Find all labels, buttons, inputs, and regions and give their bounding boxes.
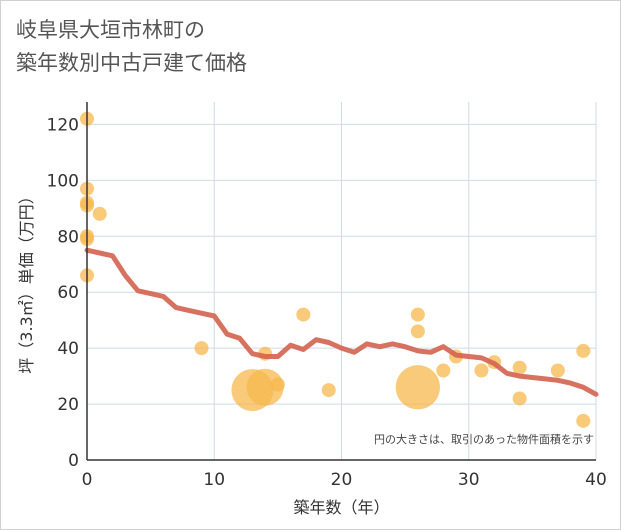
data-bubble [410,324,425,339]
data-bubble [550,363,565,378]
x-tick-label: 10 [203,470,225,490]
axes [86,102,596,461]
data-bubble [410,307,425,322]
x-tick-label: 0 [82,470,93,490]
chart-title: 岐阜県大垣市林町の 築年数別中古戸建て価格 [16,14,247,80]
chart-title-line1: 岐阜県大垣市林町の [16,18,205,42]
x-tick-label: 20 [331,470,353,490]
y-tick-label: 100 [47,171,79,191]
data-bubble [92,206,107,221]
x-tick-label: 30 [458,470,480,490]
trend-line [84,247,599,397]
size-legend-note: 円の大きさは、取引のあった物件面積を示す [374,432,594,446]
data-bubble [512,391,527,406]
x-axis-label: 築年数（年） [293,498,389,517]
y-axis-label: 坪（3.3㎡）単価（万円） [17,188,36,373]
x-tick-label: 40 [585,470,607,490]
y-tick-label: 80 [57,227,79,247]
tick-labels: 0 20 40 60 80 100 120 0 10 20 30 40 [47,115,607,490]
data-bubble [296,307,311,322]
grid-lines [87,102,597,460]
y-tick-label: 20 [57,395,79,415]
y-tick-label: 40 [57,339,79,359]
data-bubble [194,341,209,356]
chart-title-line2: 築年数別中古戸建て価格 [16,51,247,75]
data-bubble [321,383,336,398]
data-bubble [474,363,489,378]
data-bubble [436,363,451,378]
bubble-series [80,111,591,428]
y-tick-label: 60 [57,283,79,303]
data-bubble [576,413,591,428]
y-tick-label: 0 [68,451,79,471]
data-bubble [270,377,285,392]
y-tick-label: 120 [47,115,79,135]
data-bubble [246,368,284,406]
data-bubble [576,343,591,358]
data-bubble [512,360,527,375]
data-bubble [395,365,440,410]
